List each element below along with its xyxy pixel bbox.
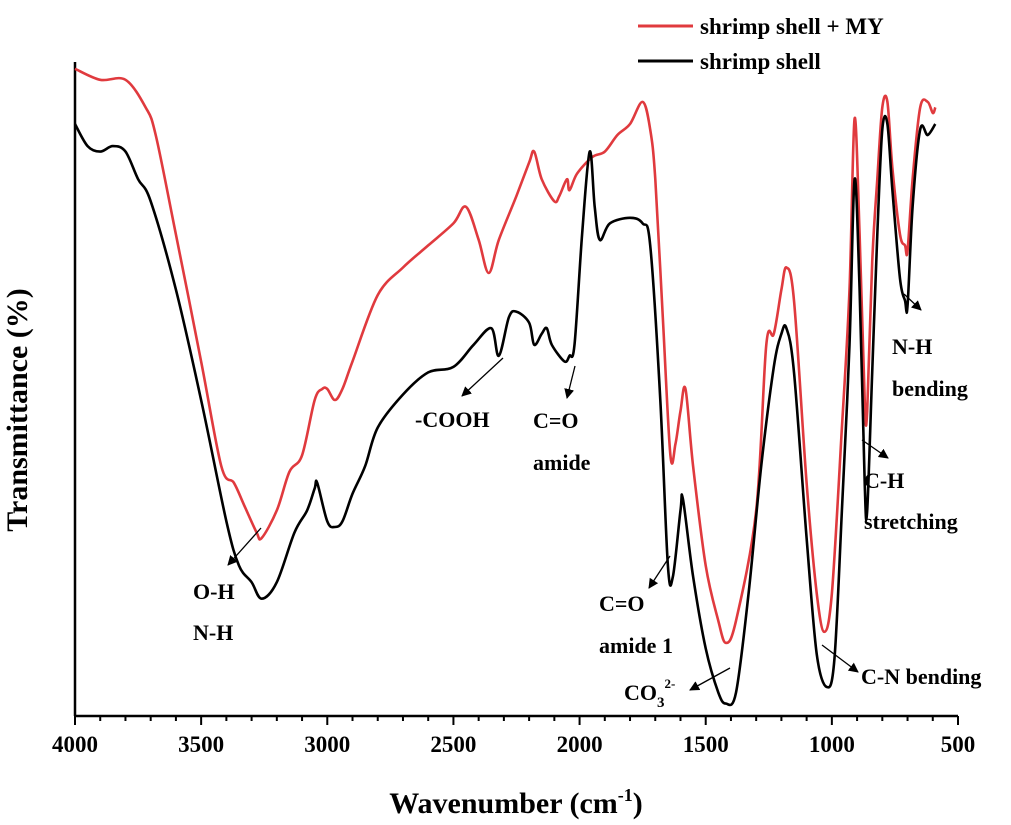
x-tick-label: 4000 xyxy=(52,732,98,757)
annotation-bending: bending xyxy=(892,376,968,401)
annotation-cn-bending: C-N bending xyxy=(861,664,981,689)
x-tick-label: 2000 xyxy=(557,732,603,757)
arrow-co-amide xyxy=(564,365,576,399)
annotation-amide: amide xyxy=(533,450,591,475)
series-line-shrimp-shell-my xyxy=(74,67,937,645)
annotation-arrows xyxy=(227,293,922,691)
legend: shrimp shell + MY shrimp shell xyxy=(638,14,884,74)
x-tick-label: 1000 xyxy=(809,732,855,757)
annotation-oh: O-H xyxy=(193,579,235,604)
annotation-nh-bend: N-H xyxy=(892,334,932,359)
annotation-nh: N-H xyxy=(193,620,233,645)
x-tick-label: 500 xyxy=(941,732,976,757)
annotation-amide-1: amide 1 xyxy=(599,633,673,658)
x-axis-title: Wavenumber (cm-1) xyxy=(389,785,643,820)
legend-label-shrimp-shell: shrimp shell xyxy=(700,49,821,74)
arrow-oh-nh xyxy=(227,527,262,566)
arrow-cooh xyxy=(461,357,504,397)
annotation-stretching: stretching xyxy=(864,509,958,534)
annotation-ch: C-H xyxy=(864,468,904,493)
arrow-co3 xyxy=(689,667,731,691)
x-tick-label: 1500 xyxy=(683,732,729,757)
arrow-co-amide1 xyxy=(648,555,671,589)
x-axis-ticks xyxy=(74,716,959,725)
x-tick-label: 3000 xyxy=(304,732,350,757)
series-line-shrimp-shell xyxy=(73,114,937,707)
x-tick-label: 2500 xyxy=(430,732,476,757)
x-tick-label: 3500 xyxy=(178,732,224,757)
annotation-co3: CO32- xyxy=(624,676,675,711)
arrow-cn-bending xyxy=(821,644,859,673)
arrow-nh-bending xyxy=(903,293,922,311)
legend-label-shrimp-shell-my: shrimp shell + MY xyxy=(700,14,884,39)
x-axis-tick-labels: 4000 3500 3000 2500 2000 1500 1000 500 xyxy=(52,732,975,757)
annotation-co: C=O xyxy=(533,408,579,433)
annotation-cooh: -COOH xyxy=(415,407,490,432)
arrow-ch-stretching xyxy=(861,439,889,459)
series-layer xyxy=(73,67,937,707)
y-axis-title: Transmittance (%) xyxy=(1,288,34,532)
annotation-co-1: C=O xyxy=(599,591,645,616)
annotations: O-H N-H -COOH C=O amide C=O amide 1 CO32… xyxy=(193,334,981,711)
